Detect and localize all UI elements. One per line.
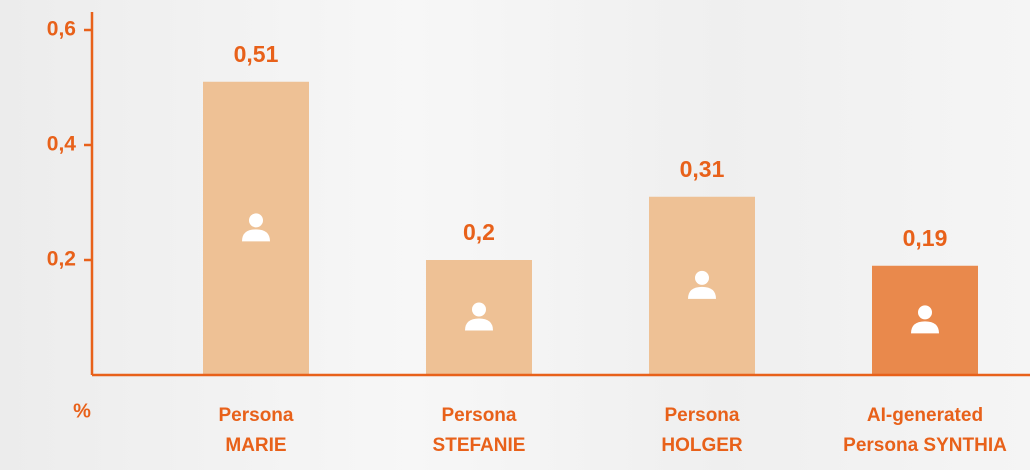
value-label: 0,19 <box>903 225 948 251</box>
bar <box>649 196 755 375</box>
x-tick-label: Persona <box>219 405 294 426</box>
x-tick-label: STEFANIE <box>433 435 526 456</box>
x-tick-label: AI-generated <box>867 405 983 426</box>
y-unit: % <box>73 400 91 422</box>
person-icon <box>249 213 263 228</box>
person-icon <box>918 305 932 320</box>
x-tick-label: Persona <box>665 405 740 426</box>
value-label: 0,51 <box>234 41 279 67</box>
person-icon <box>465 318 493 331</box>
x-tick-label: HOLGER <box>661 435 743 456</box>
value-label: 0,31 <box>680 156 725 182</box>
bar <box>872 265 978 375</box>
y-tick-label: 0,2 <box>47 248 76 271</box>
value-label: 0,2 <box>463 219 495 245</box>
person-icon <box>695 270 709 285</box>
y-tick-label: 0,6 <box>47 18 76 41</box>
person-icon <box>911 321 939 334</box>
person-icon <box>242 229 270 242</box>
bar <box>203 81 309 375</box>
person-icon <box>688 286 716 299</box>
x-tick-label: Persona SYNTHIA <box>843 435 1007 456</box>
bar <box>426 260 532 375</box>
x-tick-label: Persona <box>442 405 517 426</box>
x-tick-label: MARIE <box>225 435 286 456</box>
y-tick-label: 0,4 <box>47 133 77 156</box>
person-icon <box>472 302 486 317</box>
